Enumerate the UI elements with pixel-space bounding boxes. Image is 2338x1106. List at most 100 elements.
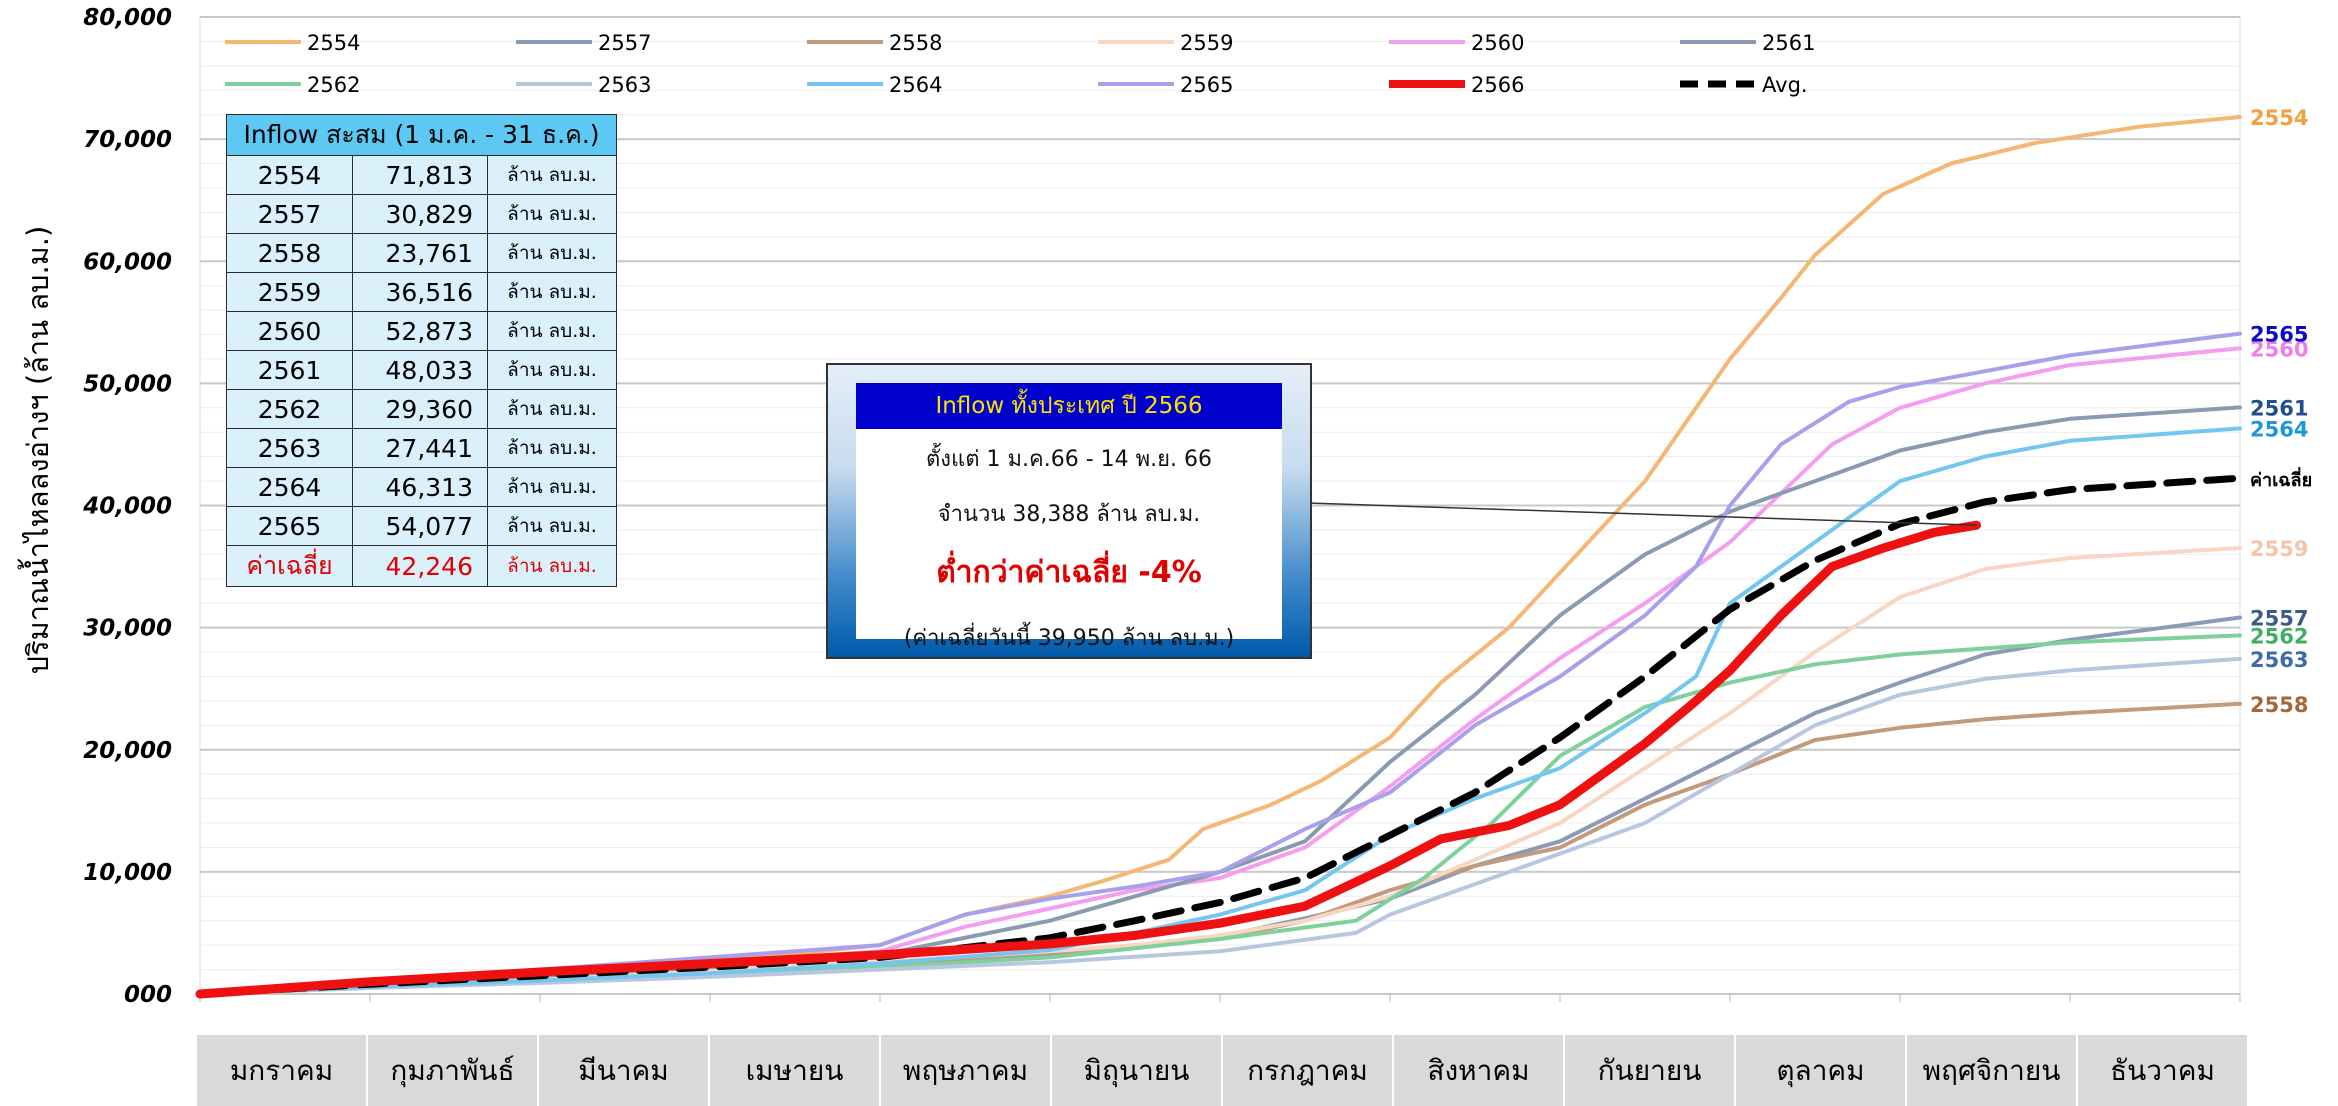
value-cell: 46,313 <box>352 467 488 507</box>
y-axis-title: ปริมาณน้ำไหลลงอ่างฯ (ล้าน ลบ.ม.) <box>21 225 55 675</box>
series-end-label: 2562 <box>2250 624 2308 648</box>
series-line-2559 <box>198 546 2242 996</box>
series-end-label: ค่าเฉลี่ย <box>2250 467 2312 491</box>
unit-cell: ล้าน ลบ.ม. <box>487 350 617 390</box>
annotation-pointer <box>1307 502 1977 526</box>
y-tick-label: 000 <box>124 982 172 1008</box>
month-label: เมษายน <box>710 1035 879 1106</box>
unit-cell: ล้าน ลบ.ม. <box>487 389 617 429</box>
value-cell: 54,077 <box>352 506 488 546</box>
unit-cell: ล้าน ลบ.ม. <box>487 428 617 468</box>
legend-label: 2558 <box>889 31 942 55</box>
value-cell: 23,761 <box>352 233 488 273</box>
legend-label: 2562 <box>307 73 360 97</box>
month-label: สิงหาคม <box>1394 1035 1563 1106</box>
unit-cell: ล้าน ลบ.ม. <box>487 545 617 587</box>
month-label: พฤษภาคม <box>881 1035 1050 1106</box>
table-avg-row: ค่าเฉลี่ย 42,246 ล้าน ลบ.ม. <box>226 545 617 587</box>
year-cell: 2561 <box>226 350 353 390</box>
series-end-label: 2563 <box>2250 648 2308 672</box>
y-tick-label: 10,000 <box>83 860 172 886</box>
table-row: 2562 29,360 ล้าน ลบ.ม. <box>226 389 617 429</box>
series-line-Avg. <box>196 474 2244 998</box>
year-cell: 2565 <box>226 506 353 546</box>
month-label: กุมภาพันธ์ <box>368 1035 537 1106</box>
legend-label: 2564 <box>889 73 942 97</box>
value-cell: 36,516 <box>352 272 488 312</box>
unit-cell: ล้าน ลบ.ม. <box>487 506 617 546</box>
y-axis-title-wrap: ปริมาณน้ำไหลลงอ่างฯ (ล้าน ลบ.ม.) <box>8 226 68 675</box>
series-end-label: 2560 <box>2250 337 2308 361</box>
unit-cell: ล้าน ลบ.ม. <box>487 467 617 507</box>
year-cell: 2564 <box>226 467 353 507</box>
month-axis: มกราคม กุมภาพันธ์ มีนาคม เมษายน พฤษภาคม … <box>197 1035 2247 1106</box>
month-label: มิถุนายน <box>1052 1035 1221 1106</box>
series-end-label: 2554 <box>2250 106 2308 130</box>
month-label: ธันวาคม <box>2078 1035 2247 1106</box>
year-cell: 2558 <box>226 233 353 273</box>
legend-label: 2563 <box>598 73 651 97</box>
info-box: Inflow ทั้งประเทศ ปี 2566 ตั้งแต่ 1 ม.ค.… <box>826 363 1312 659</box>
year-cell: 2563 <box>226 428 353 468</box>
value-cell: 71,813 <box>352 155 488 195</box>
value-cell: 29,360 <box>352 389 488 429</box>
table-row: 2565 54,077 ล้าน ลบ.ม. <box>226 506 617 546</box>
month-label: มกราคม <box>197 1035 366 1106</box>
legend-label: 2561 <box>1762 31 1815 55</box>
table-row: 2557 30,829 ล้าน ลบ.ม. <box>226 194 617 234</box>
month-label: พฤศจิกายน <box>1907 1035 2076 1106</box>
table-row: 2563 27,441 ล้าน ลบ.ม. <box>226 428 617 468</box>
series-end-label: 2564 <box>2250 417 2308 441</box>
legend-label: Avg. <box>1762 73 1808 97</box>
y-tick-label: 60,000 <box>83 249 172 275</box>
y-tick-label: 80,000 <box>83 5 172 31</box>
table-header: Inflow สะสม (1 ม.ค. - 31 ธ.ค.) <box>226 114 617 156</box>
value-cell: 42,246 <box>352 545 488 587</box>
table-row: 2560 52,873 ล้าน ลบ.ม. <box>226 311 617 351</box>
legend-label: 2566 <box>1471 73 1524 97</box>
series-line-2565 <box>198 331 2242 996</box>
legend-label: 2554 <box>307 31 360 55</box>
inflow-summary-table: Inflow สะสม (1 ม.ค. - 31 ธ.ค.) 2554 71,81… <box>226 114 617 587</box>
month-label: มีนาคม <box>539 1035 708 1106</box>
unit-cell: ล้าน ลบ.ม. <box>487 311 617 351</box>
info-box-inner: Inflow ทั้งประเทศ ปี 2566 ตั้งแต่ 1 ม.ค.… <box>856 383 1282 651</box>
table-row: 2564 46,313 ล้าน ลบ.ม. <box>226 467 617 507</box>
info-box-comparison: ต่ำกว่าค่าเฉลี่ย -4% <box>936 555 1202 590</box>
year-cell: 2559 <box>226 272 353 312</box>
series-end-label: 2561 <box>2250 396 2308 420</box>
series-line-2566 <box>195 520 1981 999</box>
legend-label: 2557 <box>598 31 651 55</box>
table-row: 2559 36,516 ล้าน ลบ.ม. <box>226 272 617 312</box>
y-tick-label: 70,000 <box>83 127 172 153</box>
y-tick-label: 20,000 <box>83 738 172 764</box>
series-end-label: 2559 <box>2250 537 2308 561</box>
month-label: ตุลาคม <box>1736 1035 1905 1106</box>
info-box-average-today: (ค่าเฉลี่ยวันนี้ 39,950 ล้าน ลบ.ม.) <box>903 626 1235 651</box>
series-end-label: 2557 <box>2250 607 2308 631</box>
year-cell: 2554 <box>226 155 353 195</box>
info-box-amount: จำนวน 38,388 ล้าน ลบ.ม. <box>937 502 1201 527</box>
value-cell: 52,873 <box>352 311 488 351</box>
table-row: 2554 71,813 ล้าน ลบ.ม. <box>226 155 617 195</box>
unit-cell: ล้าน ลบ.ม. <box>487 155 617 195</box>
year-cell: ค่าเฉลี่ย <box>226 545 353 587</box>
info-box-date-range: ตั้งแต่ 1 ม.ค.66 - 14 พ.ย. 66 <box>926 447 1212 472</box>
month-label: กันยายน <box>1565 1035 1734 1106</box>
unit-cell: ล้าน ลบ.ม. <box>487 233 617 273</box>
legend-label: 2560 <box>1471 31 1524 55</box>
table-row: 2558 23,761 ล้าน ลบ.ม. <box>226 233 617 273</box>
legend-label: 2559 <box>1180 31 1233 55</box>
unit-cell: ล้าน ลบ.ม. <box>487 272 617 312</box>
value-cell: 27,441 <box>352 428 488 468</box>
value-cell: 48,033 <box>352 350 488 390</box>
series-end-label: 2558 <box>2250 693 2308 717</box>
series-end-label: 2565 <box>2250 323 2308 347</box>
year-cell: 2562 <box>226 389 353 429</box>
month-label: กรกฎาคม <box>1223 1035 1392 1106</box>
value-cell: 30,829 <box>352 194 488 234</box>
y-tick-label: 40,000 <box>82 494 172 520</box>
info-box-title: Inflow ทั้งประเทศ ปี 2566 <box>856 383 1282 429</box>
y-tick-label: 50,000 <box>83 371 172 397</box>
year-cell: 2557 <box>226 194 353 234</box>
